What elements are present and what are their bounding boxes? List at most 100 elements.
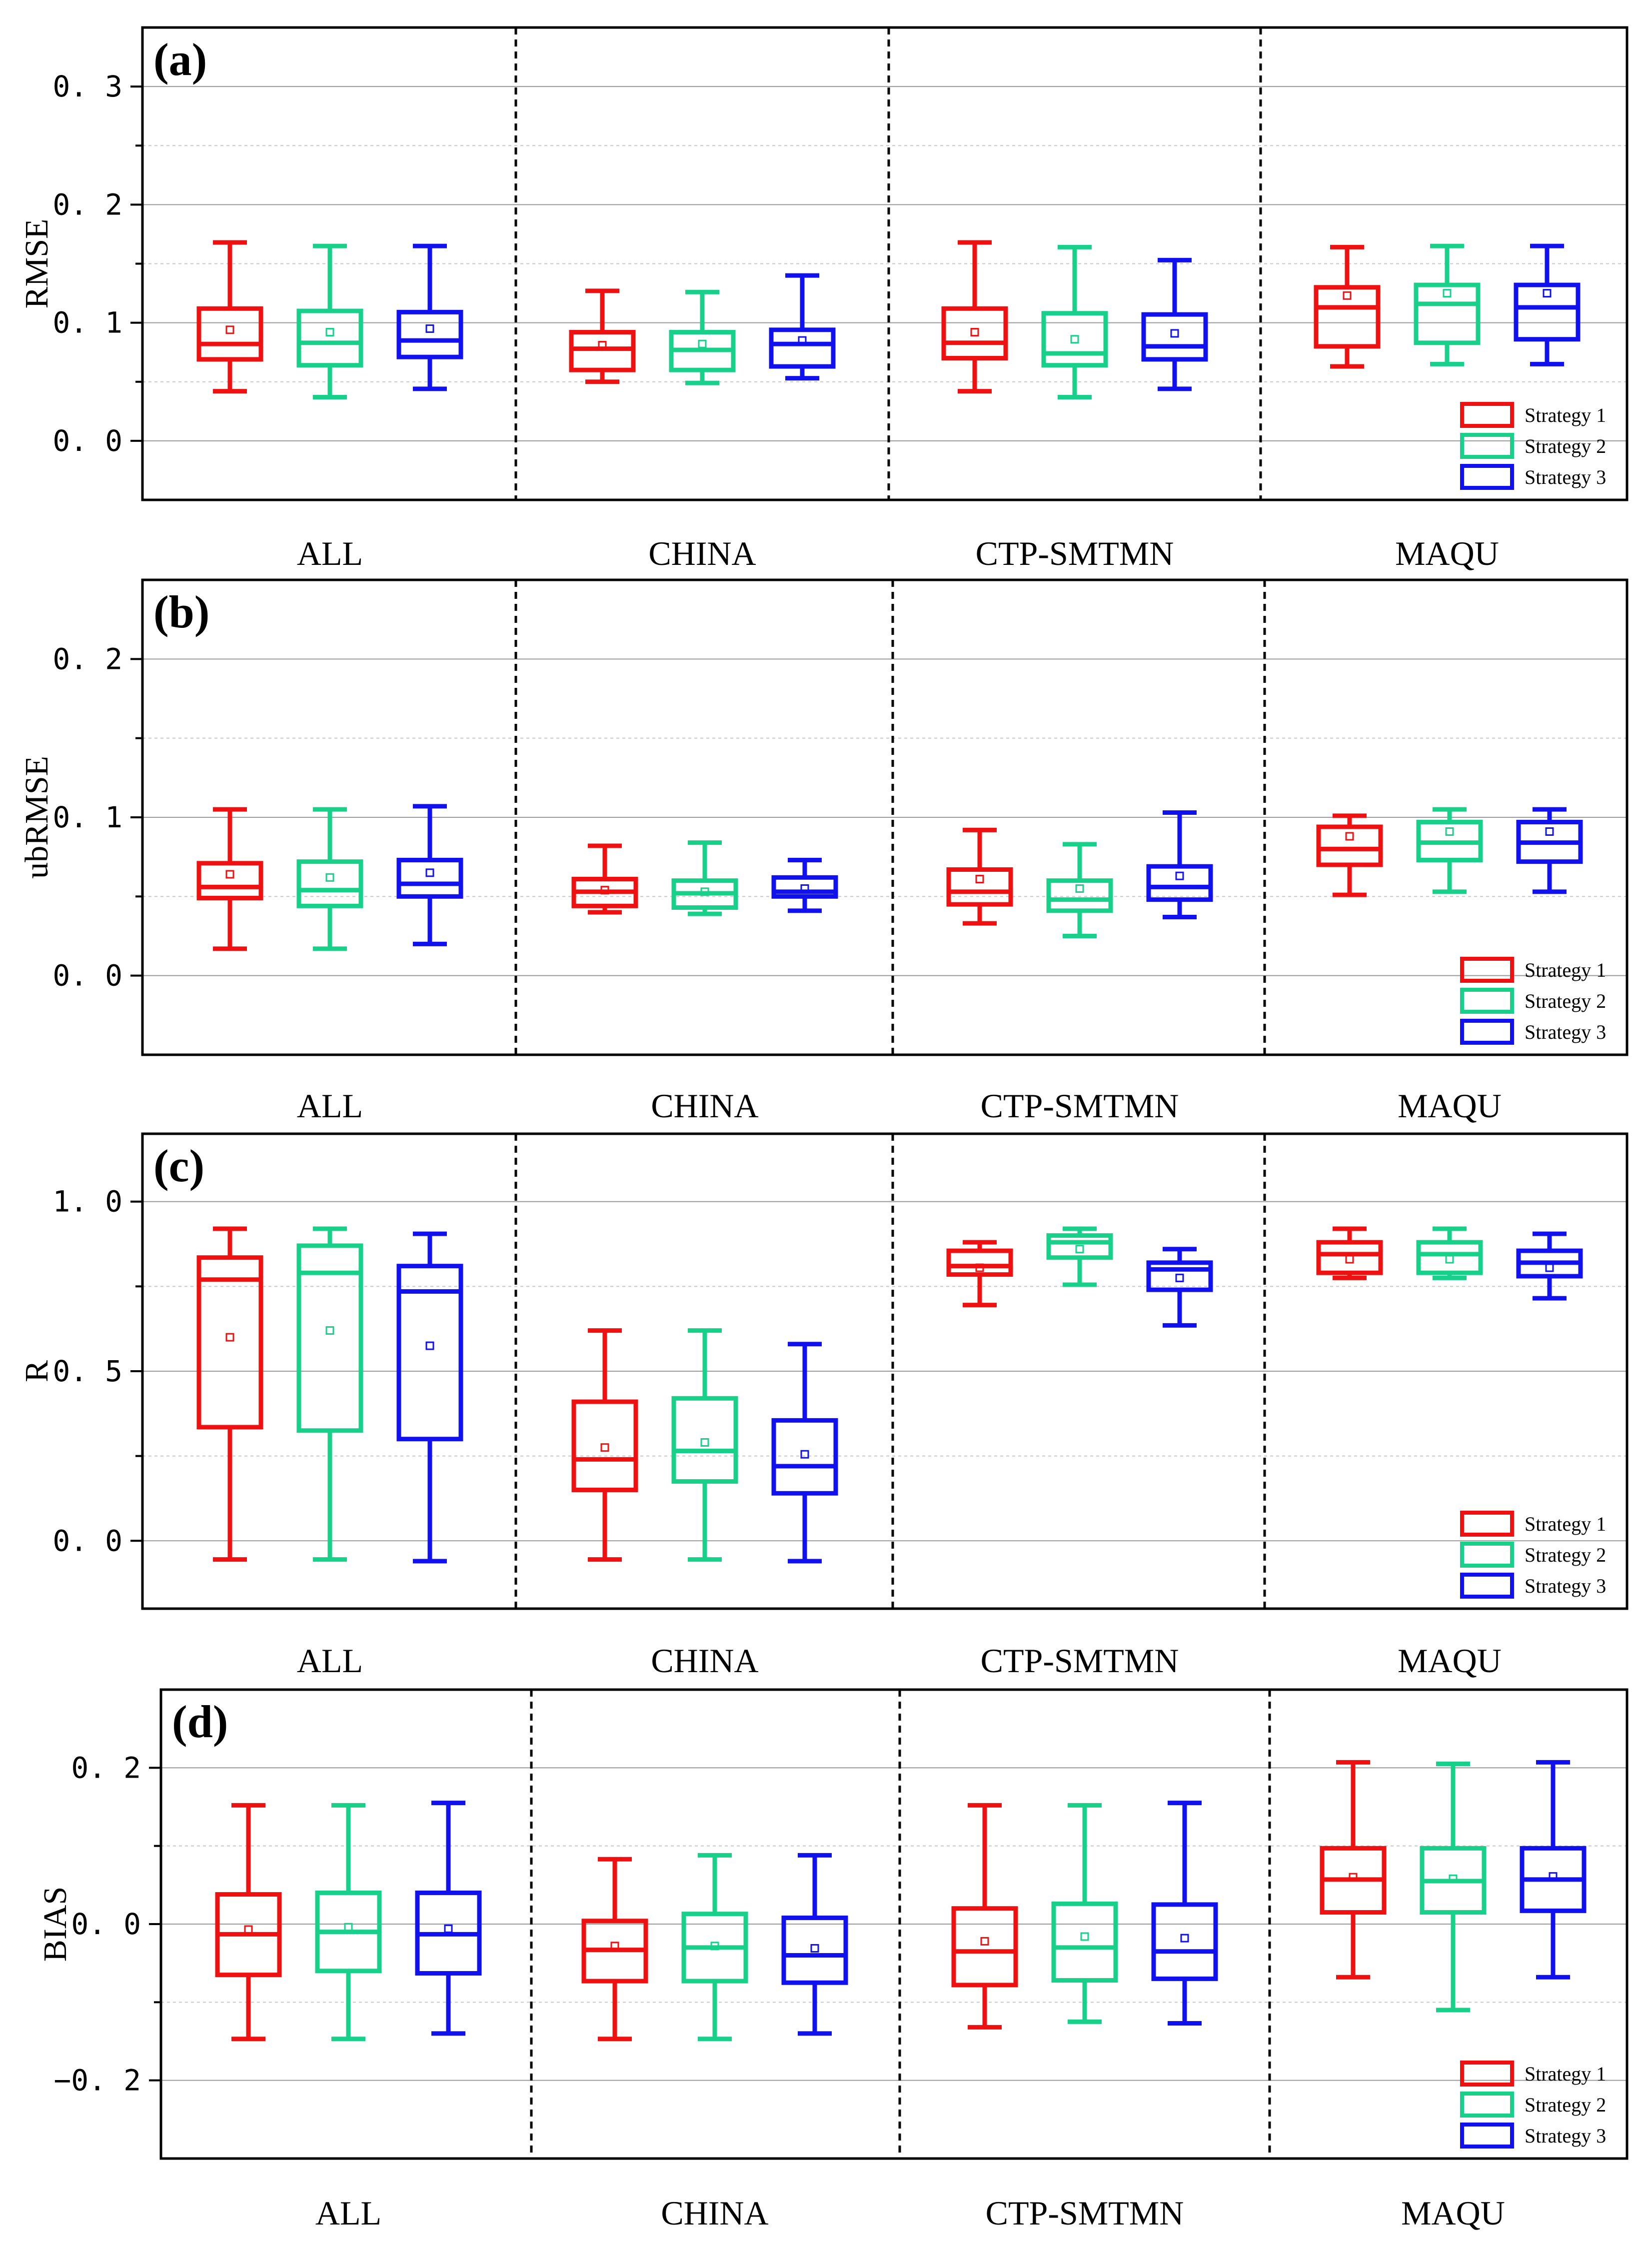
- mean-marker: [1170, 329, 1179, 338]
- iqr-box: [1151, 1902, 1218, 1981]
- legend: Strategy 1 Strategy 2 Strategy 3: [1460, 2061, 1606, 2149]
- mean-marker: [1343, 291, 1352, 300]
- panel-b: 0. 0 0. 1 0. 2 (b) ALL CHINA CTP-SMTMN MAQU ubRM…: [18, 578, 1629, 1125]
- category-label: MAQU: [1398, 1642, 1502, 1680]
- legend-swatch: [1460, 402, 1514, 428]
- mean-marker: [1549, 1872, 1558, 1881]
- iqr-box: [771, 1418, 838, 1496]
- y-tick-label: 0. 1: [52, 306, 122, 340]
- category-label: MAQU: [1395, 534, 1499, 572]
- category-label: ALL: [297, 534, 363, 572]
- box-strategy-1-china: [569, 288, 636, 384]
- mean-marker: [1175, 1273, 1184, 1282]
- mean-marker: [1345, 1255, 1354, 1264]
- legend-swatch: [1460, 433, 1514, 459]
- box-strategy-1-china: [571, 843, 638, 915]
- iqr-box: [781, 1915, 848, 1985]
- box-strategy-1-ctp-smtmn: [946, 827, 1013, 926]
- iqr-box: [571, 1399, 638, 1493]
- legend-swatch: [1460, 2123, 1514, 2149]
- box-strategy-1-all: [215, 1803, 282, 2042]
- box-strategy-1-maqu: [1314, 244, 1381, 369]
- legend: Strategy 1 Strategy 2 Strategy 3: [1460, 402, 1606, 490]
- mean-marker: [325, 873, 334, 882]
- mean-marker: [800, 1450, 809, 1459]
- box-strategy-3-ctp-smtmn: [1141, 257, 1208, 391]
- legend-label: Strategy 3: [1525, 1575, 1606, 1597]
- y-tick-label: 1. 0: [52, 1185, 122, 1219]
- legend-swatch: [1460, 464, 1514, 490]
- box-strategy-2-all: [296, 807, 363, 951]
- mean-marker: [975, 875, 984, 883]
- legend-label: Strategy 2: [1525, 1544, 1606, 1566]
- box-strategy-1-all: [196, 240, 263, 394]
- mean-marker: [425, 868, 434, 877]
- mean-marker: [1070, 335, 1079, 344]
- y-axis-label: ubRMSE: [18, 756, 55, 879]
- y-tick-label: −0. 2: [53, 2064, 141, 2098]
- category-label: CTP-SMTMN: [976, 534, 1174, 572]
- panel-tag: (d): [172, 1696, 228, 1747]
- mean-marker: [1175, 871, 1184, 880]
- mean-marker: [1445, 1255, 1454, 1264]
- y-tick-label: 0. 2: [52, 187, 122, 221]
- iqr-box: [1046, 878, 1113, 913]
- legend-label: Strategy 1: [1525, 2063, 1606, 2085]
- box-strategy-2-maqu: [1416, 807, 1483, 894]
- box-strategy-2-all: [296, 1226, 363, 1562]
- box-strategy-1-maqu: [1316, 813, 1383, 897]
- y-tick-label: 0. 3: [52, 69, 122, 103]
- box-strategy-3-ctp-smtmn: [1146, 810, 1213, 919]
- iqr-box: [1146, 864, 1213, 902]
- box-strategy-2-ctp-smtmn: [1046, 842, 1113, 938]
- panel-d: −0. 2 0. 0 0. 2 (d) ALL CHINA CTP-SMTMN MAQU BIA…: [37, 1688, 1629, 2232]
- box-strategy-2-china: [671, 840, 738, 916]
- box-strategy-3-all: [415, 1801, 482, 2036]
- category-label: ALL: [297, 1642, 363, 1680]
- iqr-box: [196, 861, 263, 901]
- iqr-box: [296, 308, 363, 368]
- box-strategy-3-china: [781, 1853, 848, 2036]
- mean-marker: [1545, 1263, 1554, 1272]
- box-strategy-1-ctp-smtmn: [941, 240, 1008, 394]
- iqr-box: [196, 1255, 263, 1430]
- mean-marker: [244, 1925, 253, 1934]
- legend-label: Strategy 1: [1525, 404, 1606, 426]
- iqr-box: [1146, 1260, 1213, 1292]
- y-axis-label: BIAS: [37, 1887, 73, 1962]
- box-strategy-3-china: [771, 858, 838, 913]
- iqr-box: [396, 1264, 463, 1442]
- mean-marker: [1345, 832, 1354, 841]
- box-strategy-1-china: [571, 1328, 638, 1562]
- box-strategy-3-ctp-smtmn: [1151, 1801, 1218, 2026]
- legend-swatch: [1460, 2092, 1514, 2118]
- mean-marker: [325, 1326, 334, 1335]
- box-strategy-3-maqu: [1516, 807, 1583, 894]
- legend-swatch: [1460, 1019, 1514, 1045]
- box-strategy-3-all: [396, 243, 463, 391]
- mean-marker: [1545, 827, 1554, 836]
- legend-swatch: [1460, 957, 1514, 983]
- iqr-box: [1416, 1240, 1483, 1275]
- mean-marker: [610, 1942, 619, 1951]
- mean-marker: [425, 324, 434, 333]
- iqr-box: [1316, 824, 1383, 867]
- box-strategy-1-ctp-smtmn: [946, 1240, 1013, 1308]
- y-tick-label: 0. 0: [71, 1907, 141, 1941]
- box-strategy-3-ctp-smtmn: [1146, 1247, 1213, 1328]
- legend-label: Strategy 1: [1525, 959, 1606, 981]
- mean-marker: [1543, 289, 1552, 298]
- mean-marker: [600, 1443, 609, 1452]
- category-label: MAQU: [1401, 2194, 1505, 2232]
- mean-marker: [1449, 1874, 1458, 1883]
- mean-marker: [600, 886, 609, 895]
- iqr-box: [196, 306, 263, 362]
- category-label: CHINA: [661, 2194, 768, 2232]
- mean-marker: [700, 1438, 709, 1447]
- legend-label: Strategy 3: [1525, 1021, 1606, 1043]
- iqr-box: [396, 309, 463, 359]
- mean-marker: [1080, 1932, 1089, 1941]
- iqr-box: [296, 859, 363, 908]
- plot-frame: [141, 1132, 1629, 1610]
